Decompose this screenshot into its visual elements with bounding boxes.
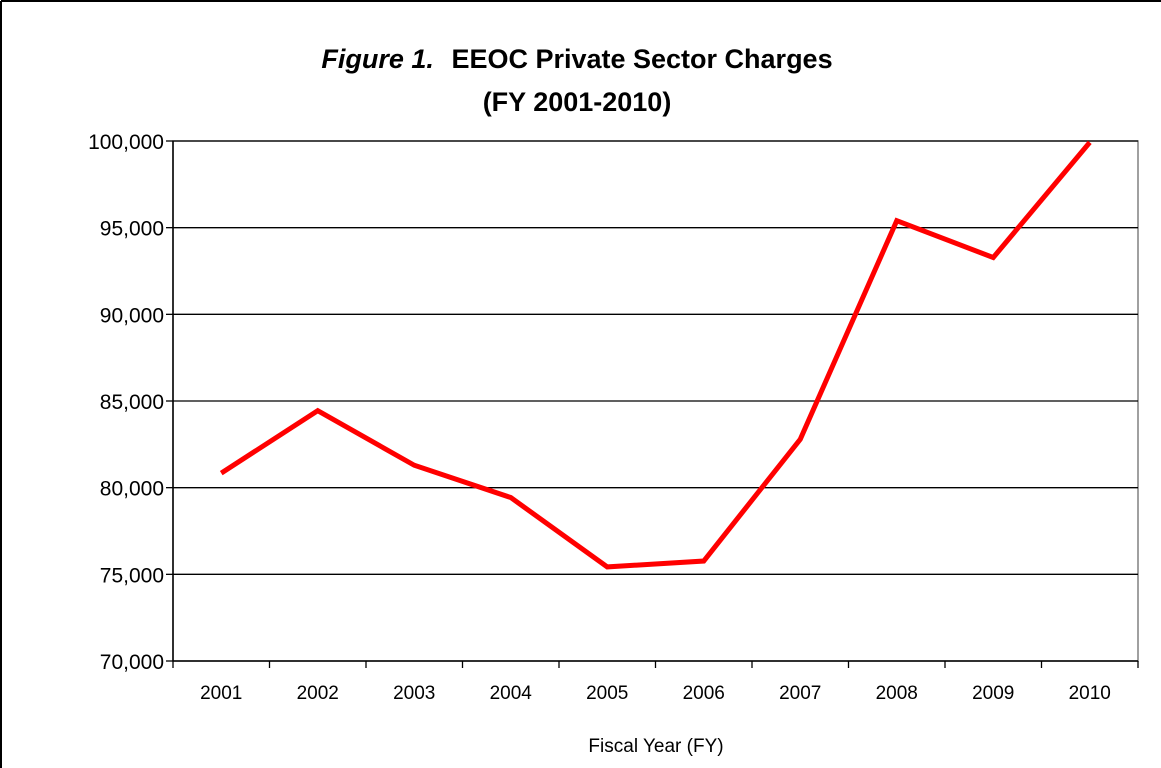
chart-subtitle: (FY 2001-2010)	[483, 87, 672, 117]
chart-title-prefix: Figure 1.	[321, 44, 434, 74]
x-tick-label: 2008	[876, 683, 918, 704]
x-tick-label: 2006	[683, 683, 725, 704]
x-tick-label: 2010	[1069, 683, 1111, 704]
chart-title-main: EEOC Private Sector Charges	[451, 44, 832, 74]
x-tick-label: 2009	[972, 683, 1014, 704]
x-tick-label: 2001	[200, 683, 242, 704]
y-tick-label: 95,000	[100, 218, 164, 241]
y-tick-label: 70,000	[100, 651, 164, 674]
x-tick-label: 2002	[297, 683, 339, 704]
y-tick-label: 90,000	[100, 304, 164, 327]
x-tick-label: 2004	[490, 683, 533, 704]
axes	[166, 140, 1139, 668]
series-layer	[219, 140, 1092, 570]
y-axis-tick-labels: 70,000 75,000 80,000 85,000 90,000 95,000 100,…	[88, 131, 164, 674]
gridlines	[173, 140, 1138, 575]
chart-title: Figure 1. EEOC Private Sector Charges	[321, 44, 832, 74]
x-tick-label: 2007	[779, 683, 821, 704]
x-axis-title: Fiscal Year (FY)	[588, 736, 723, 757]
y-tick-label: 100,000	[88, 131, 164, 154]
x-tick-label: 2005	[586, 683, 628, 704]
y-tick-label: 75,000	[100, 564, 164, 587]
x-tick-label: 2003	[393, 683, 435, 704]
x-axis-tick-labels: 2001 2002 2003 2004 2005 2006 2007 2008 2009 2010	[200, 683, 1111, 704]
y-tick-label: 80,000	[100, 478, 164, 501]
series-line	[219, 140, 1092, 570]
y-tick-label: 85,000	[100, 391, 164, 414]
